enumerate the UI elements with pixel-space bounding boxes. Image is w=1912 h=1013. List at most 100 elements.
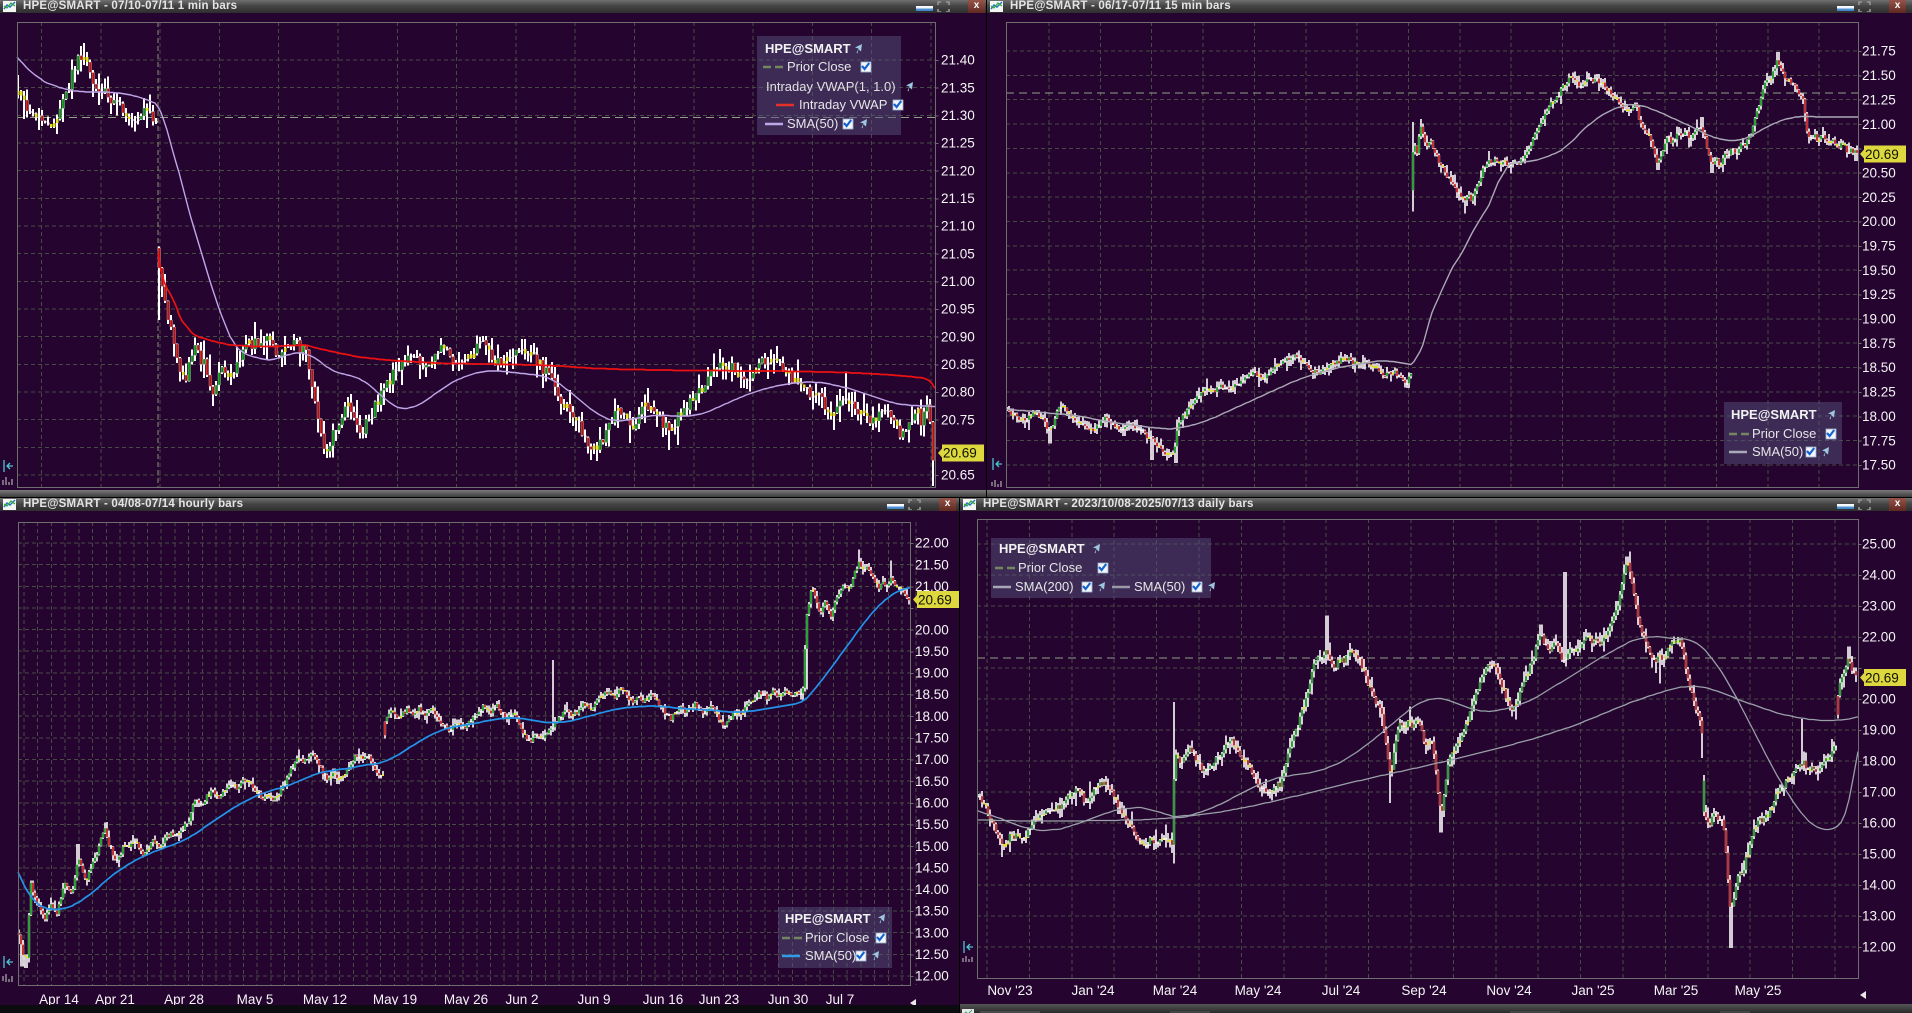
svg-text:20.69: 20.69 [1865, 147, 1899, 162]
svg-text:Prior Close: Prior Close [1752, 426, 1816, 441]
svg-text:Prior Close: Prior Close [805, 930, 869, 945]
svg-text:19.00: 19.00 [1862, 312, 1896, 327]
svg-text:May '24: May '24 [1235, 983, 1282, 998]
svg-text:Mar '25: Mar '25 [1654, 983, 1699, 998]
svg-text:18.00: 18.00 [1862, 409, 1896, 424]
svg-text:May 5: May 5 [237, 992, 274, 1007]
svg-text:21.00: 21.00 [1862, 117, 1896, 132]
svg-text:13.00: 13.00 [915, 926, 949, 941]
svg-text:Intraday VWAP(1, 1.0): Intraday VWAP(1, 1.0) [766, 79, 896, 94]
svg-text:20.95: 20.95 [941, 302, 975, 317]
svg-text:20.75: 20.75 [941, 413, 975, 428]
svg-text:Nov '23: Nov '23 [987, 983, 1032, 998]
svg-text:Apr 14: Apr 14 [39, 992, 79, 1007]
svg-text:21.00: 21.00 [941, 274, 975, 289]
svg-text:21.00: 21.00 [915, 579, 949, 594]
svg-text:21.15: 21.15 [941, 191, 975, 206]
svg-text:14.00: 14.00 [1862, 878, 1896, 893]
svg-text:20.69: 20.69 [918, 593, 952, 608]
svg-text:12.00: 12.00 [915, 969, 949, 984]
svg-text:21.20: 21.20 [941, 164, 975, 179]
svg-text:21.25: 21.25 [1862, 93, 1896, 108]
svg-text:Jan '25: Jan '25 [1571, 983, 1614, 998]
svg-text:21.30: 21.30 [941, 108, 975, 123]
svg-text:Jan '24: Jan '24 [1071, 983, 1115, 998]
svg-text:24.00: 24.00 [1862, 568, 1896, 583]
svg-text:20.00: 20.00 [1862, 214, 1896, 229]
svg-text:19.00: 19.00 [1862, 723, 1896, 738]
svg-text:17.50: 17.50 [915, 731, 949, 746]
svg-text:HPE@SMART: HPE@SMART [1731, 407, 1817, 422]
svg-text:Jul 7: Jul 7 [826, 992, 855, 1007]
svg-text:19.50: 19.50 [1862, 263, 1896, 278]
svg-text:20.90: 20.90 [941, 330, 975, 345]
svg-text:17.00: 17.00 [915, 752, 949, 767]
svg-text:22.00: 22.00 [1862, 630, 1896, 645]
svg-text:21.10: 21.10 [941, 219, 975, 234]
svg-text:18.50: 18.50 [915, 687, 949, 702]
svg-text:SMA(50): SMA(50) [1134, 579, 1185, 594]
svg-text:16.00: 16.00 [1862, 816, 1896, 831]
svg-text:SMA(50): SMA(50) [787, 116, 838, 131]
svg-text:20.00: 20.00 [915, 623, 949, 638]
svg-text:SMA(50): SMA(50) [805, 948, 856, 963]
svg-text:May 12: May 12 [303, 992, 347, 1007]
svg-text:Jun 23: Jun 23 [699, 992, 740, 1007]
svg-text:13.50: 13.50 [915, 904, 949, 919]
svg-text:21.25: 21.25 [941, 136, 975, 151]
svg-text:14.00: 14.00 [915, 882, 949, 897]
svg-text:SMA(200): SMA(200) [1015, 579, 1074, 594]
svg-text:19.50: 19.50 [915, 644, 949, 659]
svg-text:18.00: 18.00 [915, 709, 949, 724]
svg-text:19.25: 19.25 [1862, 287, 1896, 302]
svg-text:Jun 2: Jun 2 [505, 992, 538, 1007]
svg-text:Apr 28: Apr 28 [164, 992, 204, 1007]
svg-text:Prior Close: Prior Close [1018, 560, 1082, 575]
svg-text:Apr 21: Apr 21 [95, 992, 135, 1007]
svg-text:May '25: May '25 [1735, 983, 1782, 998]
svg-text:15.00: 15.00 [915, 839, 949, 854]
svg-text:18.50: 18.50 [1862, 360, 1896, 375]
svg-text:17.00: 17.00 [1862, 785, 1896, 800]
svg-text:Mar '24: Mar '24 [1153, 983, 1198, 998]
svg-text:22.00: 22.00 [915, 536, 949, 551]
svg-text:May 26: May 26 [444, 992, 488, 1007]
svg-text:16.00: 16.00 [915, 796, 949, 811]
svg-text:12.50: 12.50 [915, 947, 949, 962]
svg-text:21.75: 21.75 [1862, 44, 1896, 59]
svg-text:Sep '24: Sep '24 [1401, 983, 1447, 998]
svg-text:21.50: 21.50 [1862, 68, 1896, 83]
svg-text:23.00: 23.00 [1862, 599, 1896, 614]
svg-text:14.50: 14.50 [915, 861, 949, 876]
svg-text:Nov '24: Nov '24 [1486, 983, 1532, 998]
svg-text:Jun 16: Jun 16 [643, 992, 684, 1007]
svg-text:20.25: 20.25 [1862, 190, 1896, 205]
svg-text:20.65: 20.65 [941, 468, 975, 483]
svg-text:20.80: 20.80 [941, 385, 975, 400]
svg-text:15.50: 15.50 [915, 817, 949, 832]
svg-text:20.50: 20.50 [1862, 166, 1896, 181]
svg-text:21.50: 21.50 [915, 558, 949, 573]
svg-text:20.00: 20.00 [1862, 692, 1896, 707]
svg-text:19.00: 19.00 [915, 666, 949, 681]
svg-text:21.35: 21.35 [941, 81, 975, 96]
svg-text:12.00: 12.00 [1862, 940, 1896, 955]
svg-text:Prior Close: Prior Close [787, 59, 851, 74]
svg-text:17.75: 17.75 [1862, 434, 1896, 449]
svg-text:HPE@SMART: HPE@SMART [765, 41, 851, 56]
svg-text:20.85: 20.85 [941, 357, 975, 372]
svg-text:Jun 9: Jun 9 [577, 992, 610, 1007]
svg-text:HPE@SMART: HPE@SMART [999, 541, 1085, 556]
svg-text:SMA(50): SMA(50) [1752, 444, 1803, 459]
svg-text:18.00: 18.00 [1862, 754, 1896, 769]
svg-text:15.00: 15.00 [1862, 847, 1896, 862]
svg-text:17.50: 17.50 [1862, 458, 1896, 473]
svg-text:May 19: May 19 [373, 992, 417, 1007]
svg-text:HPE@SMART: HPE@SMART [785, 911, 871, 926]
svg-text:21.05: 21.05 [941, 247, 975, 262]
svg-text:Jun 30: Jun 30 [768, 992, 809, 1007]
svg-text:Intraday VWAP: Intraday VWAP [799, 97, 887, 112]
svg-text:20.69: 20.69 [943, 446, 977, 461]
svg-text:18.75: 18.75 [1862, 336, 1896, 351]
svg-text:18.25: 18.25 [1862, 385, 1896, 400]
